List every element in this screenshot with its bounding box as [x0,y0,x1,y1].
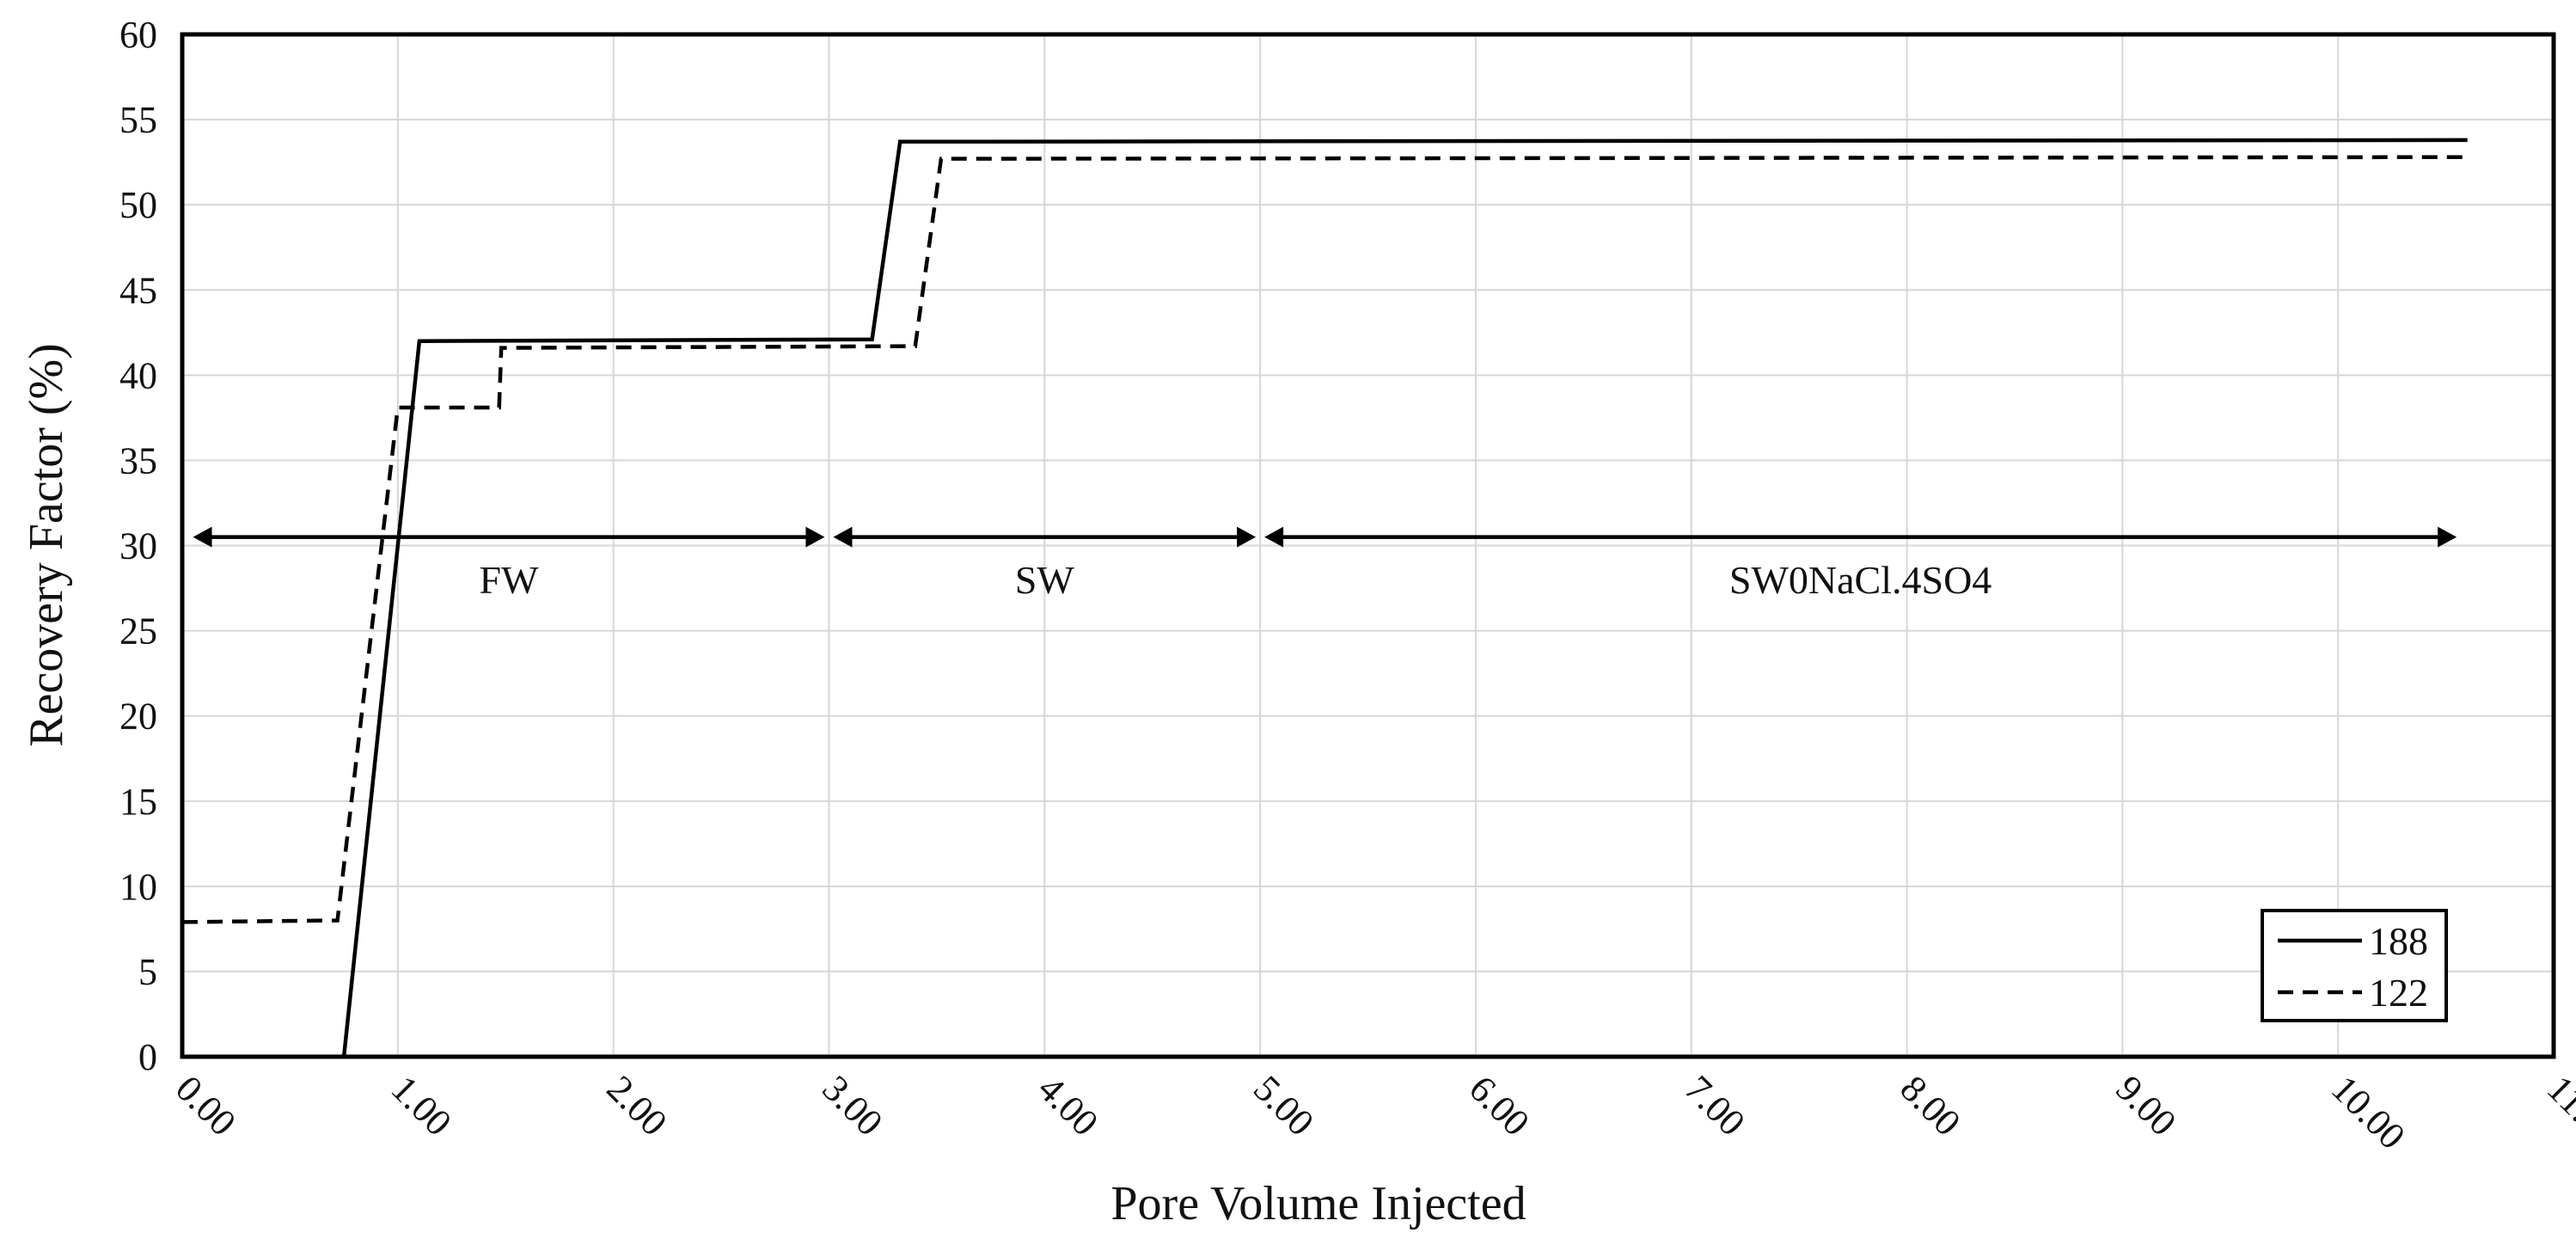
y-tick-label: 25 [119,610,157,653]
legend-label-122: 122 [2369,971,2428,1015]
y-tick-label: 40 [119,354,157,396]
y-tick-label: 0 [138,1036,157,1078]
annotation-arrowhead-right [2438,526,2457,548]
y-axis-title: Recovery Factor (%) [20,343,73,747]
annotation-label: FW [479,558,539,602]
annotation-label: SW0NaCl.4SO4 [1729,558,1992,602]
y-tick-label: 10 [119,866,157,908]
annotation-arrowhead-left [1264,526,1284,548]
x-tick-label: 3.00 [814,1067,890,1144]
annotation-arrowhead-right [805,526,825,548]
y-tick-label: 5 [138,951,157,993]
x-tick-labels: 0.00 1.00 2.00 3.00 4.00 5.00 6.00 7.00 8.00 9.00… [168,1067,2576,1157]
y-tick-labels: 0 5 10 15 20 25 30 35 40 45 50 55 60 [119,14,157,1078]
x-tick-label: 6.00 [1461,1067,1538,1144]
y-tick-label: 15 [119,781,157,823]
legend-box [2261,909,2448,1022]
y-tick-label: 60 [119,14,157,56]
x-tick-label: 7.00 [1677,1067,1753,1144]
x-tick-label: 10.00 [2323,1067,2414,1157]
annotation-label: SW [1015,558,1075,602]
y-tick-label: 30 [119,525,157,567]
x-tick-label: 9.00 [2108,1067,2184,1144]
x-tick-label: 5.00 [1245,1067,1322,1144]
annotation-arrowhead-left [833,526,853,548]
y-tick-label: 35 [119,439,157,481]
y-tick-label: 50 [119,184,157,226]
x-tick-label: 2.00 [599,1067,676,1144]
x-axis-title: Pore Volume Injected [1111,1177,1526,1230]
legend: 188 122 [2261,909,2448,1022]
injection-annotations: FW SW SW0NaCl.4SO4 [193,526,2457,602]
grid [181,34,2555,1058]
annotation-arrowhead-left [193,526,212,548]
y-tick-label: 55 [119,99,157,141]
x-tick-label: 4.00 [1030,1067,1106,1144]
annotation-arrowhead-right [1237,526,1257,548]
y-tick-label: 20 [119,696,157,738]
x-tick-label: 8.00 [1892,1067,1968,1144]
x-tick-label: 11.00 [2539,1067,2576,1156]
legend-label-188: 188 [2369,919,2428,963]
y-tick-label: 45 [119,269,157,311]
plot-frame [180,32,2556,1059]
x-tick-label: 1.00 [383,1067,460,1144]
x-tick-label: 0.00 [168,1067,244,1144]
series-line-122 [181,155,2468,924]
